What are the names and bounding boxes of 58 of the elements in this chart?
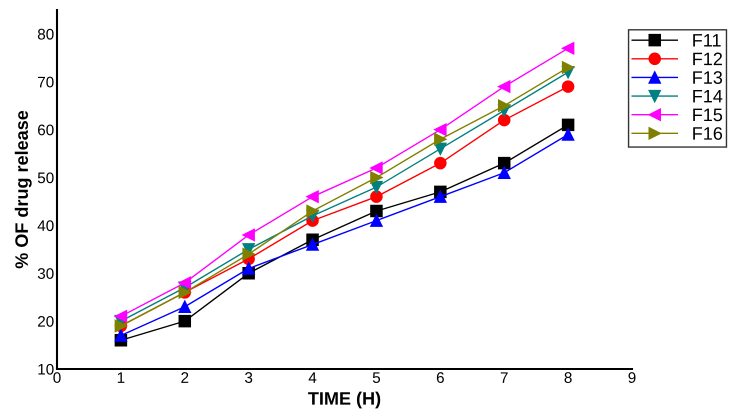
y-tick-label: 50 — [38, 172, 54, 184]
point — [114, 329, 128, 342]
legend-label: F11 — [693, 34, 721, 46]
point — [242, 248, 255, 260]
legend-label: F12 — [693, 52, 722, 66]
x-tick-label: 5 — [372, 372, 380, 383]
legend-label: F15 — [693, 108, 722, 122]
point — [370, 190, 383, 203]
legend-label: F14 — [693, 90, 722, 102]
point — [434, 190, 447, 203]
y-tick-label: 60 — [38, 124, 54, 136]
point — [114, 310, 128, 323]
x-tick-label: 7 — [500, 372, 508, 383]
point — [370, 204, 383, 218]
point — [178, 276, 192, 290]
x-tick-label: 9 — [628, 372, 636, 383]
point — [370, 180, 383, 194]
x-tick-label: 3 — [245, 372, 252, 383]
point — [306, 204, 319, 218]
point — [498, 156, 510, 170]
point — [306, 190, 319, 203]
point — [498, 80, 510, 93]
x-axis-title: TIME (H) — [308, 392, 380, 408]
x-tick-label: 4 — [308, 372, 316, 383]
y-tick-label: 80 — [38, 28, 54, 40]
point — [498, 99, 510, 112]
y-axis-title: % OF drug release — [14, 110, 32, 268]
point — [562, 118, 574, 132]
point — [434, 132, 447, 146]
y-tick-label: 30 — [38, 268, 54, 279]
point — [370, 214, 383, 227]
point — [178, 300, 192, 314]
point — [562, 128, 574, 141]
legend-label: F13 — [693, 71, 722, 84]
point — [178, 314, 192, 328]
point — [242, 228, 255, 242]
point — [498, 114, 510, 126]
y-tick-label: 70 — [38, 76, 54, 88]
y-tick-label: 40 — [38, 220, 54, 232]
point — [434, 123, 447, 136]
point — [306, 238, 319, 251]
y-tick-label: 10 — [38, 364, 54, 375]
point — [562, 80, 574, 93]
point — [242, 262, 255, 275]
point — [434, 156, 447, 170]
y-tick-label: 20 — [38, 316, 54, 327]
x-tick-label: 6 — [436, 372, 444, 383]
x-tick-label: 1 — [118, 372, 124, 383]
x-tick-label: 0 — [53, 372, 61, 383]
point — [370, 171, 383, 184]
point — [434, 142, 447, 156]
x-tick-label: 2 — [181, 372, 188, 383]
point — [370, 162, 383, 174]
point — [562, 42, 574, 55]
point — [562, 61, 574, 74]
point — [498, 166, 510, 179]
legend-label: F16 — [693, 127, 722, 140]
x-tick-label: 8 — [564, 372, 572, 383]
